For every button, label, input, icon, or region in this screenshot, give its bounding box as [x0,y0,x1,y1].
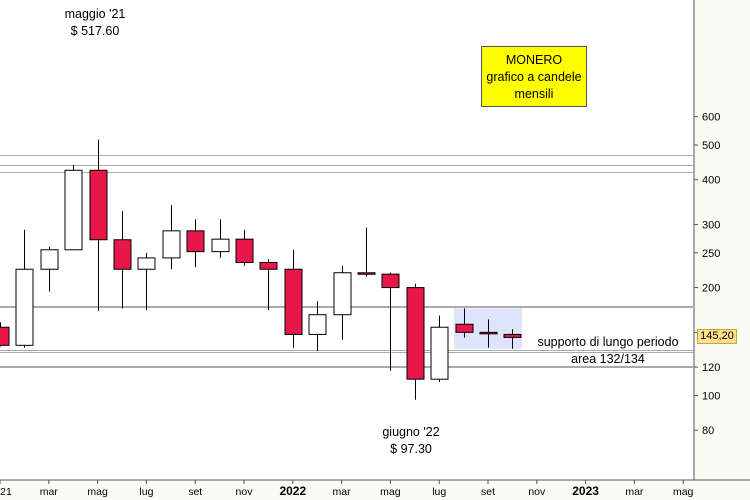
candle [113,211,132,309]
candle-body [40,249,59,270]
x-tick-label: mar [333,486,352,498]
x-tick-label: mag [87,486,108,498]
y-tick-label: 80 [702,425,714,437]
x-tick-label: 2023 [572,484,599,498]
candle-body [479,331,498,335]
candle-body [186,230,205,253]
low-annotation-label: giugno '22 [382,425,440,439]
x-tick-label: 2022 [279,484,306,498]
candle-body [64,169,83,251]
candle-body [113,239,132,270]
candle-body [235,238,254,263]
candle [455,308,474,338]
x-tick-label: nov [528,486,546,498]
high-annotation-label: maggio '21 [64,7,126,21]
y-tick-label: 250 [702,248,720,260]
candle [89,139,108,312]
candle [406,283,425,400]
candle-body [406,287,425,380]
y-tick-label: 400 [702,175,720,187]
x-tick-label: set [481,486,495,498]
candle [186,219,205,268]
support-annotation: supporto di lungo periodo area 132/134 [528,334,688,368]
candle-body [0,326,10,346]
candle [333,265,352,340]
title-line-1: MONERO [505,53,563,67]
candle [503,329,522,349]
x-tick-label: lug [139,486,153,498]
candle [162,205,181,270]
candle-body [430,326,449,380]
time-axis-background [0,480,694,500]
support-annotation-line-1: supporto di lungo periodo [537,335,679,349]
candle [430,315,449,383]
candle [235,229,254,266]
price-axis-background [694,0,750,500]
high-annotation-value: $ 517.60 [70,24,120,38]
x-tick-label: lug [432,486,446,498]
title-line-3: mensili [514,87,554,101]
x-tick-label: set [188,486,202,498]
candle [308,301,327,352]
y-tick-label: 600 [702,112,720,124]
x-tick-label: mar [625,486,644,498]
candle-body [381,273,400,289]
candle-body [211,238,230,253]
candle [211,219,230,258]
chart-title-box: MONERO grafico a candele mensili [481,46,587,107]
low-annotation-value: $ 97.30 [390,442,432,456]
low-annotation: giugno '22 $ 97.30 [366,424,456,458]
candle [284,249,303,348]
x-tick-label: nov [236,486,254,498]
y-tick-label: 120 [702,362,720,374]
candle-body [137,257,156,270]
candle [137,252,156,311]
x-tick-label: 21 [0,486,12,498]
candle [259,259,278,311]
candle-body [455,323,474,333]
x-tick-label: mar [40,486,59,498]
candle-body [15,268,34,346]
candle-body [259,261,278,270]
candle [381,272,400,372]
high-annotation: maggio '21 $ 517.60 [50,6,140,40]
support-annotation-line-2: area 132/134 [571,352,645,366]
candle [15,229,34,348]
x-tick-label: mag [380,486,401,498]
candle [64,164,83,251]
candle-body [284,268,303,335]
y-tick-label: 200 [702,283,720,295]
title-line-2: grafico a candele [486,70,582,84]
last-price-tag: 145,20 [697,329,737,344]
y-tick-label: 100 [702,390,720,402]
candle-body [333,272,352,316]
candle-body [357,272,376,275]
candle-body [503,333,522,338]
candle [479,319,498,348]
x-tick-label: mag [673,486,694,498]
candle-body [162,230,181,259]
y-tick-label: 300 [702,219,720,231]
candle-body [308,314,327,335]
candle-body [89,169,108,241]
candle [357,227,376,277]
y-tick-label: 500 [702,140,720,152]
candle [40,246,59,292]
candle [0,322,10,347]
